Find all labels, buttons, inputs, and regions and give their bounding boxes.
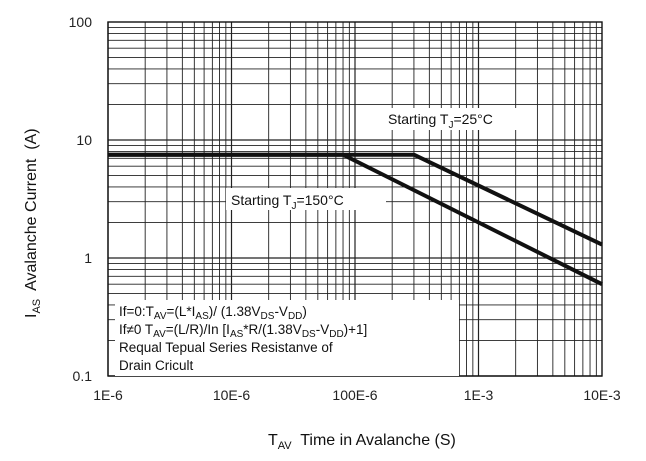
formula-line-4: Drain Cricult (119, 358, 194, 373)
y-axis-title: IAS Avalanche Current (A) (23, 128, 43, 318)
x-tick-label: 10E-6 (213, 387, 251, 403)
formula-line-3: Requal Tepual Series Resistanve of (119, 340, 333, 355)
x-axis-title: TAV Time in Avalanche (S) (268, 432, 456, 452)
y-tick-label: 100 (69, 14, 93, 30)
x-tick-label: 1E-6 (93, 387, 123, 403)
annotation-150c-bg (226, 188, 386, 210)
y-tick-label: 10 (76, 132, 92, 148)
annotation-25c-bg (383, 108, 529, 130)
y-axis-ticks: 0.1 1 10 100 (69, 14, 93, 384)
x-axis-ticks: 1E-6 10E-6 100E-6 1E-3 10E-3 (93, 387, 621, 403)
formula-line-1: If=0:TAV=(L*IAS)/ (1.38VDS-VDD) (119, 304, 307, 322)
annotation-25c: Starting TJ=25°C (388, 111, 493, 131)
y-tick-label: 1 (84, 250, 92, 266)
y-tick-label: 0.1 (73, 368, 93, 384)
formula-line-2: If≠0 TAV=(L/R)/In [IAS*R/(1.38VDS-VDD)+1… (119, 322, 367, 340)
x-tick-label: 100E-6 (332, 387, 377, 403)
x-tick-label: 1E-3 (464, 387, 494, 403)
annotation-150c: Starting TJ=150°C (231, 192, 344, 212)
series-line-150c (108, 152, 603, 286)
x-tick-label: 10E-3 (583, 387, 621, 403)
formula-block-bg (115, 300, 459, 376)
series-lines (108, 152, 603, 286)
